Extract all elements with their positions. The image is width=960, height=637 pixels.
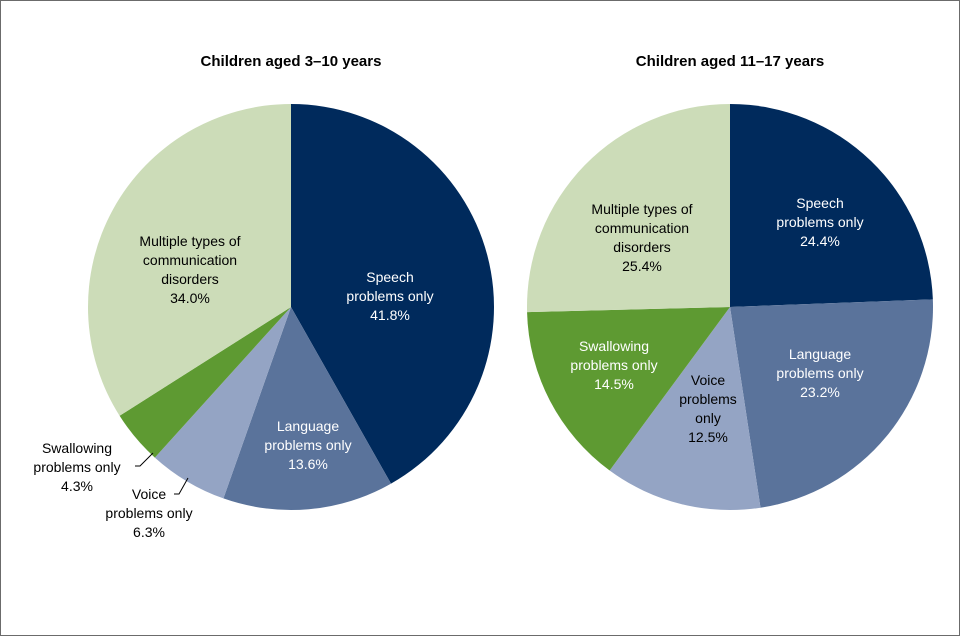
slice-label: Speech problems only 41.8% (346, 269, 433, 323)
pie-slice (291, 104, 495, 484)
slice-label: Language problems only 13.6% (264, 418, 351, 472)
slice-label-line: problems only (346, 288, 433, 304)
slice-label-line: 12.5% (688, 429, 728, 445)
pie-title-ages-3-10: Children aged 3–10 years (201, 53, 382, 70)
pie-slice (730, 104, 933, 307)
slice-label-line: Voice (132, 486, 166, 502)
slice-label-line: Swallowing (42, 440, 112, 456)
slice-label: Swallowing problems only 14.5% (570, 338, 657, 392)
label-leader-line (135, 452, 154, 467)
pie-title-ages-11-17: Children aged 11–17 years (636, 53, 824, 70)
pie-slice (730, 299, 934, 508)
pie-slice (526, 103, 730, 313)
slice-label-line: problems only (570, 357, 657, 373)
slice-label: Multiple types of communication disorders 2… (591, 201, 692, 274)
slice-label-line: communication (143, 252, 237, 268)
slice-label-line: disorders (161, 271, 219, 287)
slice-label-line: Speech (796, 195, 843, 211)
slice-label-line: Voice (691, 372, 725, 388)
pie-ages-11-17: Speech problems only 24.4% Language problems… (526, 103, 934, 511)
slice-label-line: 41.8% (370, 307, 410, 323)
pie-slice (609, 307, 761, 511)
slice-label-line: disorders (613, 239, 671, 255)
slice-label-line: Multiple types of (139, 233, 240, 249)
slice-label-line: 6.3% (133, 524, 165, 540)
pie-slice (154, 307, 291, 499)
slice-label-line: Language (789, 346, 852, 362)
slice-label-line: 34.0% (170, 290, 210, 306)
slice-label-line: 23.2% (800, 384, 840, 400)
slice-label-line: Multiple types of (591, 201, 692, 217)
slice-label-line: only (695, 410, 721, 426)
pie-ages-3-10: Speech problems only 41.8% Language problems… (33, 103, 495, 540)
slice-label-line: 13.6% (288, 456, 328, 472)
label-leader-line (174, 477, 189, 495)
slice-label: Voice problems only 6.3% (105, 486, 192, 540)
slice-label: Speech problems only 24.4% (776, 195, 863, 249)
slice-label-line: 4.3% (61, 478, 93, 494)
slice-label-line: Language (277, 418, 340, 434)
slice-label: Voice problems only 12.5% (679, 372, 737, 445)
slice-label-line: problems only (264, 437, 351, 453)
slice-label-line: 24.4% (800, 233, 840, 249)
pie-slice (88, 103, 292, 416)
slice-label-line: 14.5% (594, 376, 634, 392)
pie-slice (119, 307, 291, 458)
slice-label: Multiple types of communication disorders 3… (139, 233, 240, 306)
slice-label: Swallowing problems only 4.3% (33, 440, 120, 494)
slice-label-line: 25.4% (622, 258, 662, 274)
slice-label-line: communication (595, 220, 689, 236)
pie-slice (223, 307, 392, 511)
pie-slice (527, 307, 730, 471)
slice-label-line: problems (679, 391, 737, 407)
slice-label-line: problems only (776, 214, 863, 230)
slice-label-line: Swallowing (579, 338, 649, 354)
slice-label-line: problems only (33, 459, 120, 475)
slice-label-line: problems only (776, 365, 863, 381)
slice-label: Language problems only 23.2% (776, 346, 863, 400)
slice-label-line: Speech (366, 269, 413, 285)
slice-label-line: problems only (105, 505, 192, 521)
